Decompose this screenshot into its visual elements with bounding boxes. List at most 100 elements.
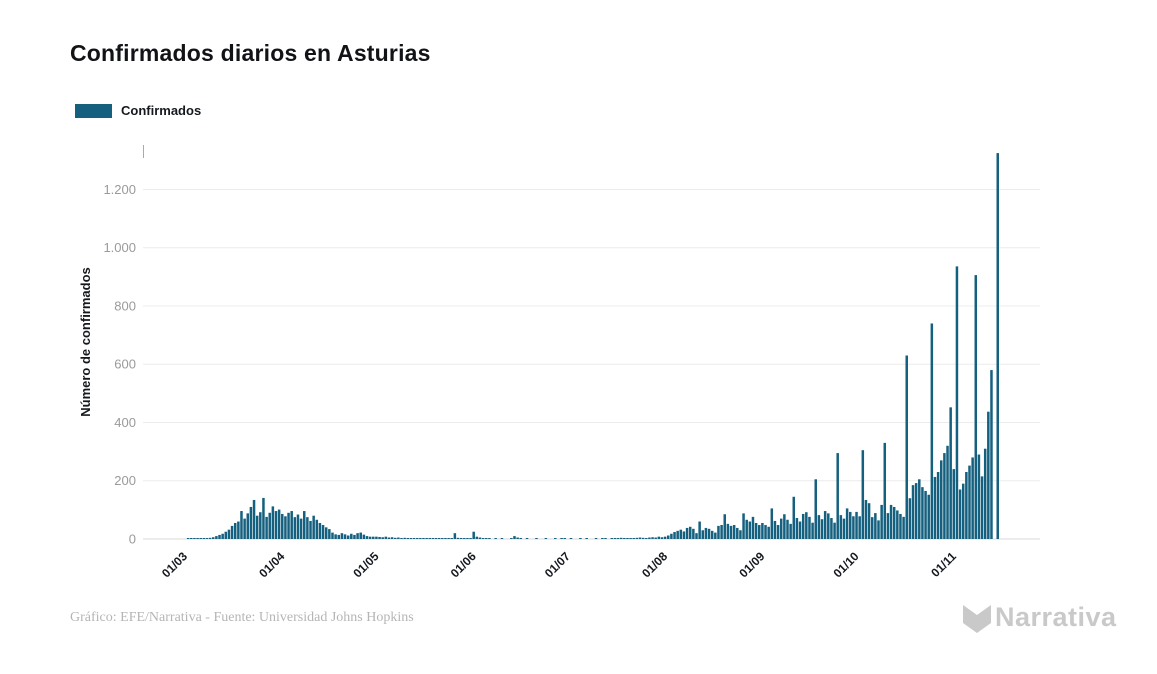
chart-bar[interactable] <box>290 511 293 539</box>
chart-bar[interactable] <box>346 535 350 540</box>
chart-bar[interactable] <box>293 517 297 539</box>
chart-bar[interactable] <box>704 527 708 539</box>
chart-bar[interactable] <box>306 517 309 539</box>
chart-bar[interactable] <box>488 538 491 539</box>
chart-bar[interactable] <box>337 534 341 539</box>
chart-bar[interactable] <box>472 531 475 539</box>
chart-bar[interactable] <box>331 532 334 539</box>
chart-bar[interactable] <box>431 538 435 539</box>
chart-bar[interactable] <box>362 534 366 539</box>
chart-bar[interactable] <box>786 519 789 539</box>
chart-bar[interactable] <box>679 529 683 539</box>
chart-bar[interactable] <box>767 526 770 539</box>
chart-bar[interactable] <box>660 537 664 539</box>
chart-bar[interactable] <box>886 513 890 539</box>
chart-bar[interactable] <box>717 525 720 539</box>
chart-bar[interactable] <box>867 503 871 539</box>
chart-bar[interactable] <box>403 537 406 539</box>
chart-bar[interactable] <box>692 528 695 539</box>
chart-bar[interactable] <box>805 512 808 539</box>
chart-bar[interactable] <box>635 537 639 539</box>
chart-bar[interactable] <box>710 530 714 539</box>
chart-bar[interactable] <box>940 460 943 539</box>
chart-bar[interactable] <box>560 538 563 539</box>
chart-bar[interactable] <box>387 537 391 539</box>
chart-bar[interactable] <box>196 538 199 539</box>
chart-bar[interactable] <box>193 538 196 539</box>
chart-bar[interactable] <box>852 516 855 539</box>
chart-bar[interactable] <box>579 538 582 539</box>
chart-bar[interactable] <box>836 453 839 539</box>
chart-bar[interactable] <box>585 538 588 539</box>
chart-bar[interactable] <box>880 504 883 539</box>
chart-bar[interactable] <box>874 513 877 539</box>
chart-bar[interactable] <box>368 536 372 539</box>
chart-bar[interactable] <box>510 538 513 539</box>
chart-bar[interactable] <box>673 532 676 539</box>
chart-bar[interactable] <box>933 476 937 539</box>
chart-bar[interactable] <box>544 538 548 539</box>
chart-bar[interactable] <box>858 516 861 539</box>
chart-bar[interactable] <box>437 538 441 539</box>
chart-bar[interactable] <box>466 538 469 539</box>
chart-bar[interactable] <box>751 516 755 539</box>
chart-bar[interactable] <box>412 538 416 539</box>
chart-bar[interactable] <box>930 323 934 539</box>
chart-bar[interactable] <box>208 537 212 539</box>
chart-bar[interactable] <box>682 531 686 539</box>
chart-bar[interactable] <box>328 529 331 539</box>
chart-bar[interactable] <box>745 519 748 539</box>
chart-bar[interactable] <box>340 533 344 539</box>
chart-bar[interactable] <box>262 497 265 539</box>
chart-bar[interactable] <box>971 457 974 539</box>
chart-bar[interactable] <box>823 511 827 539</box>
chart-bar[interactable] <box>676 530 679 539</box>
chart-bar[interactable] <box>425 538 428 539</box>
chart-bar[interactable] <box>946 445 949 539</box>
chart-bar[interactable] <box>227 529 231 539</box>
chart-bar[interactable] <box>723 514 726 539</box>
chart-bar[interactable] <box>996 153 999 539</box>
chart-bar[interactable] <box>594 538 598 539</box>
chart-bar[interactable] <box>318 522 322 539</box>
chart-bar[interactable] <box>918 479 921 539</box>
chart-bar[interactable] <box>428 538 432 539</box>
chart-bar[interactable] <box>450 538 453 539</box>
chart-bar[interactable] <box>400 538 403 539</box>
chart-bar[interactable] <box>814 479 817 539</box>
chart-bar[interactable] <box>277 509 281 539</box>
chart-bar[interactable] <box>896 510 899 539</box>
chart-bar[interactable] <box>789 523 792 539</box>
chart-bar[interactable] <box>667 535 670 540</box>
chart-bar[interactable] <box>350 533 353 539</box>
chart-bar[interactable] <box>199 538 202 539</box>
chart-bar[interactable] <box>459 538 463 539</box>
chart-bar[interactable] <box>817 515 821 539</box>
chart-bar[interactable] <box>243 518 246 539</box>
chart-bar[interactable] <box>202 538 206 539</box>
chart-bar[interactable] <box>233 522 237 539</box>
chart-bar[interactable] <box>638 537 642 539</box>
chart-bar[interactable] <box>312 515 315 539</box>
chart-bar[interactable] <box>485 538 488 539</box>
chart-bar[interactable] <box>645 538 648 539</box>
chart-bar[interactable] <box>271 506 275 539</box>
chart-bar[interactable] <box>798 521 802 539</box>
chart-bar[interactable] <box>309 520 312 539</box>
chart-bar[interactable] <box>842 518 846 539</box>
chart-bar[interactable] <box>936 472 940 539</box>
chart-bar[interactable] <box>729 525 733 539</box>
chart-bar[interactable] <box>732 525 736 539</box>
chart-bar[interactable] <box>422 538 425 539</box>
chart-bar[interactable] <box>500 538 504 539</box>
chart-bar[interactable] <box>381 537 384 539</box>
chart-bar[interactable] <box>456 537 460 539</box>
chart-bar[interactable] <box>365 536 369 539</box>
chart-bar[interactable] <box>324 527 328 539</box>
chart-bar[interactable] <box>921 487 924 539</box>
chart-bar[interactable] <box>736 527 739 539</box>
chart-bar[interactable] <box>397 537 400 539</box>
chart-bar[interactable] <box>629 538 632 539</box>
chart-bar[interactable] <box>943 453 946 539</box>
chart-bar[interactable] <box>190 538 193 539</box>
